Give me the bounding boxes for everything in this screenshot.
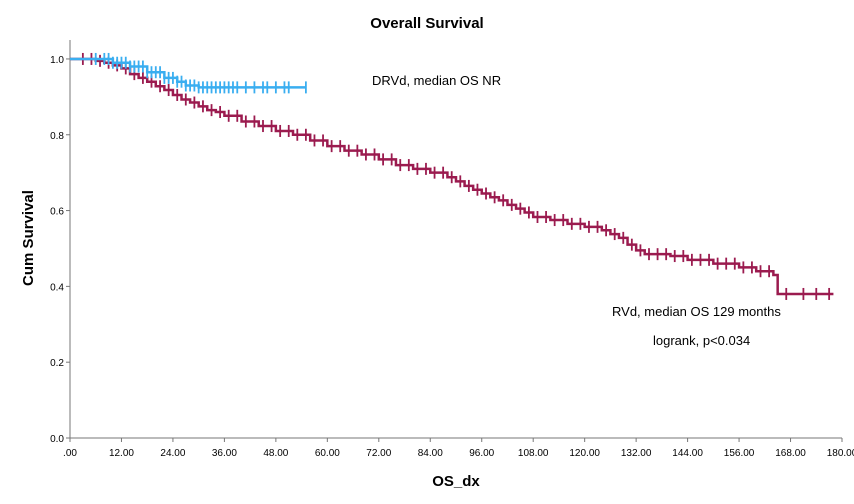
x-tick-label: 180.00 xyxy=(827,448,854,459)
x-tick-label: 24.00 xyxy=(160,448,185,459)
series-drvd xyxy=(70,52,307,94)
annotation-logrank: logrank, p<0.034 xyxy=(653,333,750,348)
x-tick-label: 108.00 xyxy=(518,448,549,459)
y-tick-label: 0.4 xyxy=(50,282,64,293)
x-tick-label: 84.00 xyxy=(418,448,443,459)
x-tick-label: 60.00 xyxy=(315,448,340,459)
survival-curve-rvd xyxy=(70,57,834,296)
x-tick-label: 144.00 xyxy=(672,448,703,459)
x-tick-label: 120.00 xyxy=(569,448,600,459)
y-tick-label: 0.2 xyxy=(50,358,64,369)
annotation-rvd: RVd, median OS 129 months xyxy=(612,304,781,319)
series-rvd xyxy=(70,52,834,300)
x-axis-label: OS_dx xyxy=(432,473,480,490)
x-tick-label: 72.00 xyxy=(366,448,391,459)
y-tick-label: 0.8 xyxy=(50,131,64,142)
series-layer xyxy=(70,52,834,300)
y-tick-label: 1.0 xyxy=(50,55,64,66)
axes: .00 12.00 24.00 36.00 48.00 60.00 72.00 84.00 96… xyxy=(50,40,854,459)
x-tick-label: 96.00 xyxy=(469,448,494,459)
annotation-drvd: DRVd, median OS NR xyxy=(372,73,501,88)
x-tick-label: 36.00 xyxy=(212,448,237,459)
x-tick-label: 168.00 xyxy=(775,448,806,459)
y-tick-label: 0.6 xyxy=(50,207,64,218)
x-tick-label: .00 xyxy=(63,448,77,459)
y-tick-label: 0.0 xyxy=(50,434,64,445)
y-axis-label: Cum Survival xyxy=(20,190,37,286)
x-tick-label: 132.00 xyxy=(621,448,652,459)
x-tick-label: 48.00 xyxy=(263,448,288,459)
x-tick-label: 156.00 xyxy=(724,448,755,459)
x-tick-label: 12.00 xyxy=(109,448,134,459)
chart-title: Overall Survival xyxy=(370,15,483,32)
